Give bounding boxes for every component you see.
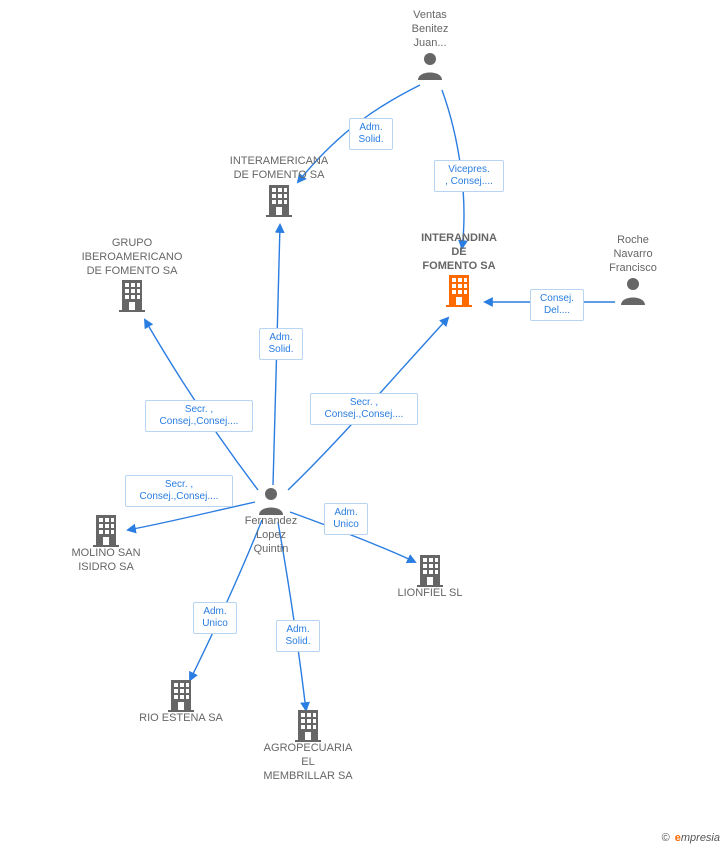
diagram-canvas: Ventas Benitez Juan... INTERAMERICANA DE…	[0, 0, 728, 850]
edge-label-roche-interandina: Consej.Del....	[530, 289, 584, 321]
node-agropec[interactable]: AGROPECUARIA EL MEMBRILLAR SA	[243, 708, 373, 783]
edge-label-fernandez-lionfiel: Adm.Unico	[324, 503, 368, 535]
node-grupo[interactable]: GRUPO IBEROAMERICANO DE FOMENTO SA	[57, 237, 207, 312]
node-interandina[interactable]: INTERANDINA DE FOMENTO SA	[399, 232, 519, 307]
node-label: RIO ESTENA SA	[121, 712, 241, 726]
node-label: INTERANDINA DE FOMENTO SA	[399, 232, 519, 273]
edge-label-fernandez-agropec: Adm.Solid.	[276, 620, 320, 652]
node-fernandez[interactable]: Fernandez Lopez Quintin	[226, 485, 316, 556]
edge-label-fernandez-rio: Adm.Unico	[193, 602, 237, 634]
building-icon	[293, 708, 323, 742]
edge-label-fernandez-interandina: Secr. ,Consej.,Consej....	[310, 393, 418, 425]
node-label: Ventas Benitez Juan...	[390, 9, 470, 50]
person-icon	[618, 275, 648, 305]
brand-rest: mpresia	[681, 832, 720, 844]
node-label: LIONFIEL SL	[380, 587, 480, 601]
building-icon	[117, 278, 147, 312]
building-icon	[415, 553, 445, 587]
node-rio[interactable]: RIO ESTENA SA	[121, 678, 241, 726]
node-label: AGROPECUARIA EL MEMBRILLAR SA	[243, 742, 373, 783]
building-icon	[91, 513, 121, 547]
building-icon	[444, 273, 474, 307]
node-interamericana[interactable]: INTERAMERICANA DE FOMENTO SA	[209, 155, 349, 217]
edge-label-fernandez-grupo: Secr. ,Consej.,Consej....	[145, 400, 253, 432]
node-label: GRUPO IBEROAMERICANO DE FOMENTO SA	[57, 237, 207, 278]
person-icon	[256, 485, 286, 515]
node-molino[interactable]: MOLINO SAN ISIDRO SA	[51, 513, 161, 575]
building-icon	[166, 678, 196, 712]
person-icon	[415, 50, 445, 80]
node-ventas[interactable]: Ventas Benitez Juan...	[390, 9, 470, 80]
edge-label-ventas-interamericana: Adm.Solid.	[349, 118, 393, 150]
edge-label-fernandez-molino: Secr. ,Consej.,Consej....	[125, 475, 233, 507]
node-label: MOLINO SAN ISIDRO SA	[51, 547, 161, 575]
edge-label-ventas-interandina: Vicepres., Consej....	[434, 160, 504, 192]
node-roche[interactable]: Roche Navarro Francisco	[588, 234, 678, 305]
brand-accent: e	[675, 832, 681, 844]
building-icon	[264, 183, 294, 217]
copyright-symbol: ©	[662, 832, 670, 844]
node-label: Roche Navarro Francisco	[588, 234, 678, 275]
node-lionfiel[interactable]: LIONFIEL SL	[380, 553, 480, 601]
node-label: Fernandez Lopez Quintin	[226, 515, 316, 556]
edge-label-fernandez-interamericana: Adm.Solid.	[259, 328, 303, 360]
node-label: INTERAMERICANA DE FOMENTO SA	[209, 155, 349, 183]
copyright: © empresia	[662, 832, 720, 844]
